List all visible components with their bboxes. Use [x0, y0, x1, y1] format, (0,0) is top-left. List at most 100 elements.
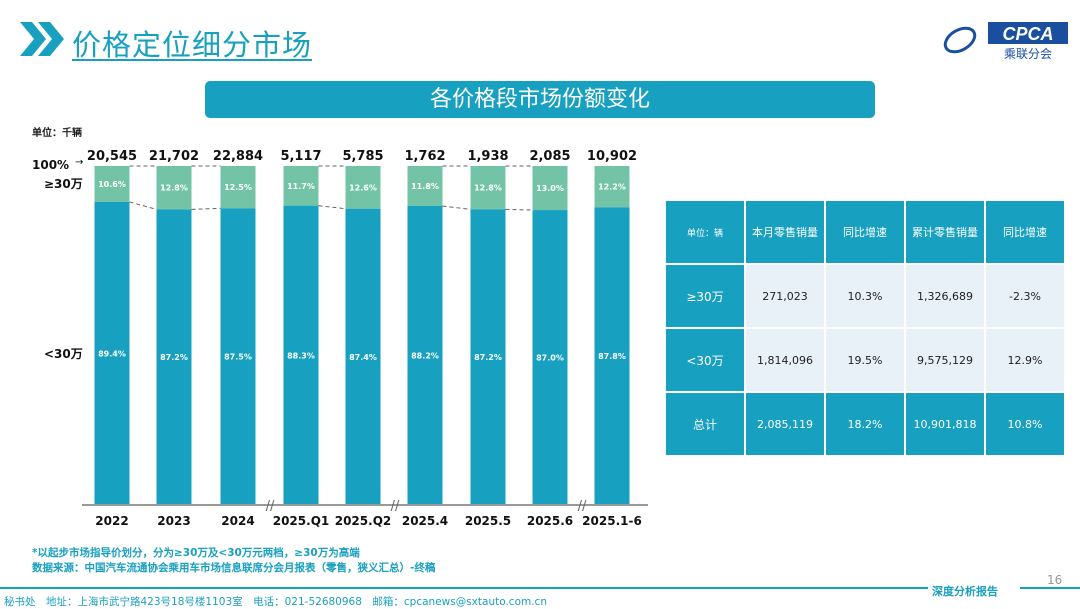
label-high: 13.0% — [536, 184, 564, 193]
label-low: 89.4% — [98, 349, 126, 358]
bar-low — [345, 208, 381, 505]
bar-high — [94, 166, 130, 202]
bar-low — [470, 209, 506, 505]
total-label: 2,085 — [529, 149, 570, 164]
row-label: 总计 — [666, 393, 744, 455]
total-label: 1,938 — [467, 149, 508, 164]
label-high: 12.8% — [160, 184, 188, 193]
bar-low — [407, 206, 443, 505]
table-header: 累计零售销量 — [906, 201, 984, 263]
legend-low: <30万 — [44, 347, 83, 361]
page-title: 价格定位细分市场 — [72, 28, 313, 62]
axis-break-icon: // — [266, 499, 275, 514]
total-label: 20,545 — [87, 149, 137, 164]
row-label: ≥30万 — [666, 265, 744, 327]
bar-high — [470, 166, 506, 210]
x-tick-label: 2025.4 — [402, 514, 448, 528]
label-low: 87.0% — [536, 354, 564, 363]
label-high: 12.2% — [598, 183, 626, 192]
table-cell: 10.8% — [986, 393, 1064, 455]
bar-high — [532, 166, 568, 211]
label-high: 12.6% — [349, 183, 377, 192]
bar-high — [156, 166, 192, 210]
svg-text:乘联分会: 乘联分会 — [1004, 47, 1052, 60]
bar-low — [283, 205, 319, 505]
table-cell: 9,575,129 — [906, 329, 984, 391]
bar-low — [94, 201, 130, 505]
total-label: 10,902 — [587, 149, 637, 164]
axis-break-icon: // — [578, 499, 587, 514]
unit-label: 单位：千辆 — [32, 128, 82, 139]
svg-text:CPCA: CPCA — [1002, 24, 1053, 44]
stacked-bar-chart: 100% → ≥30万 <30万 10.6% 89.4% 20,545 2022 12.8% 87… — [32, 149, 648, 528]
axis-break-icon: // — [391, 499, 400, 514]
table-cell: 19.5% — [826, 329, 904, 391]
data-source: 数据来源：中国汽车流通协会乘用车市场信息联席分会月报表（零售，狭义汇总）-终稿 — [32, 562, 436, 574]
bar-high — [283, 166, 319, 206]
cpca-logo: CPCA 乘联分会 — [940, 20, 1070, 61]
arrow-icon: → — [75, 157, 83, 168]
connector-split — [191, 207, 221, 210]
table-header: 单位：辆 — [666, 201, 744, 263]
connector-split — [318, 205, 346, 210]
label-low: 87.5% — [224, 353, 252, 362]
total-label: 1,762 — [404, 149, 445, 164]
chart-banner: 各价格段市场份额变化 — [205, 81, 875, 118]
x-tick-label: 2025.Q2 — [335, 514, 392, 528]
table-row: ≥30万 271,023 10.3% 1,326,689 -2.3% — [666, 265, 1064, 327]
footer-divider — [1020, 587, 1080, 589]
label-low: 88.3% — [287, 351, 315, 360]
x-tick-label: 2025.5 — [465, 514, 511, 528]
total-label: 5,117 — [280, 149, 321, 164]
bar-high — [345, 166, 381, 209]
bar-high — [220, 166, 256, 209]
chevron-icon — [20, 22, 64, 56]
footnote: *以起步市场指导价划分，分为≥30万及<30万元两档，≥30万为高端 — [32, 547, 360, 559]
x-tick-label: 2025.Q1 — [273, 514, 330, 528]
x-tick-label: 2025.1-6 — [582, 514, 642, 528]
table-row: <30万 1,814,096 19.5% 9,575,129 12.9% — [666, 329, 1064, 391]
sales-table: 单位：辆 本月零售销量 同比增速 累计零售销量 同比增速 ≥30万 271,02… — [664, 199, 1066, 457]
footer-divider — [0, 587, 928, 589]
bar-high — [407, 166, 443, 207]
label-high: 10.6% — [98, 180, 126, 189]
table-cell: -2.3% — [986, 265, 1064, 327]
label-low: 88.2% — [411, 352, 439, 361]
label-high: 11.8% — [411, 182, 439, 191]
bar-low — [594, 207, 630, 505]
label-high: 12.8% — [474, 184, 502, 193]
label-high: 11.7% — [287, 182, 315, 191]
total-label: 5,785 — [342, 149, 383, 164]
table-cell: 10,901,818 — [906, 393, 984, 455]
table-cell: 12.9% — [986, 329, 1064, 391]
label-low: 87.2% — [160, 353, 188, 362]
table-cell: 10.3% — [826, 265, 904, 327]
x-tick-label: 2023 — [157, 514, 190, 528]
table-cell: 18.2% — [826, 393, 904, 455]
total-label: 22,884 — [213, 149, 263, 164]
connector-split — [129, 201, 157, 210]
table-cell: 2,085,119 — [746, 393, 824, 455]
table-header: 同比增速 — [826, 201, 904, 263]
x-tick-label: 2022 — [95, 514, 128, 528]
label-high: 12.5% — [224, 183, 252, 192]
table-header: 同比增速 — [986, 201, 1064, 263]
bar-high — [594, 166, 630, 208]
connector-split — [442, 205, 471, 210]
row-label: <30万 — [666, 329, 744, 391]
table-cell: 1,814,096 — [746, 329, 824, 391]
page-number: 16 — [1047, 573, 1063, 587]
bar-low — [532, 210, 568, 505]
table-row-total: 总计 2,085,119 18.2% 10,901,818 10.8% — [666, 393, 1064, 455]
legend-high: ≥30万 — [44, 177, 83, 191]
bar-low — [220, 208, 256, 505]
label-low: 87.2% — [474, 353, 502, 362]
label-low: 87.8% — [598, 352, 626, 361]
x-tick-label: 2025.6 — [527, 514, 573, 528]
footer-contact: 秘书处 地址：上海市武宁路423号18号楼1103室 电话：021-526809… — [4, 596, 547, 608]
report-label: 深度分析报告 — [932, 585, 998, 598]
bar-low — [156, 209, 192, 505]
connector-split — [505, 208, 533, 211]
table-header-row: 单位：辆 本月零售销量 同比增速 累计零售销量 同比增速 — [666, 201, 1064, 263]
table-cell: 1,326,689 — [906, 265, 984, 327]
